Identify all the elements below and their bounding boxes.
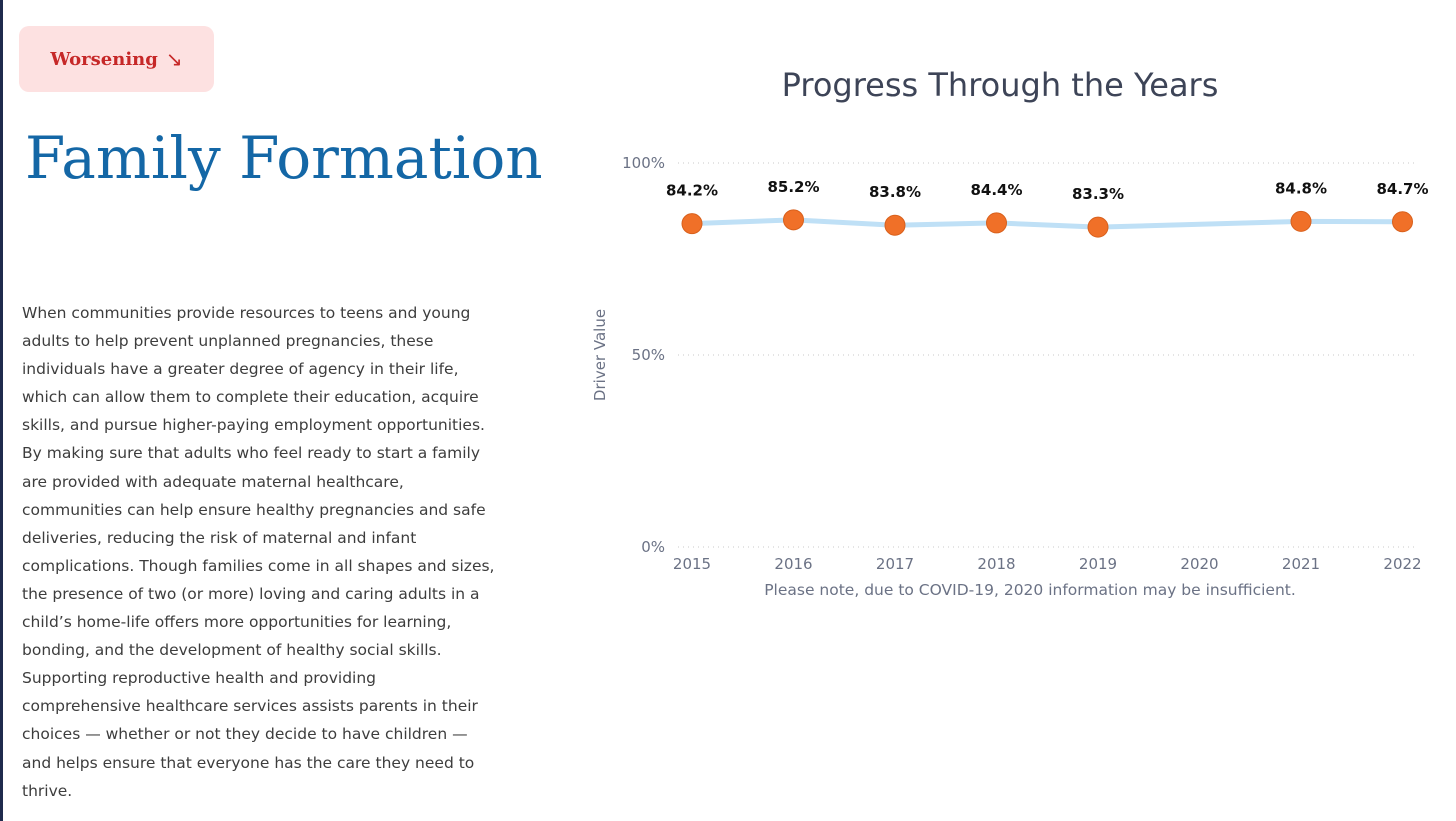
y-tick-label: 0% (641, 538, 665, 556)
x-tick-label: 2022 (1383, 555, 1421, 573)
data-label: 85.2% (767, 178, 819, 196)
x-tick-label: 2016 (774, 555, 812, 573)
data-point (681, 213, 703, 235)
page-title: Family Formation (25, 124, 543, 192)
trend-badge-label: Worsening (50, 48, 158, 70)
data-label: 83.3% (1072, 185, 1124, 203)
data-point (884, 214, 906, 236)
data-label: 84.7% (1376, 180, 1428, 198)
data-point (986, 212, 1007, 234)
chart-title: Progress Through the Years (781, 66, 1219, 104)
trend-badge: Worsening ↘ (19, 26, 214, 92)
data-label: 84.8% (1275, 179, 1327, 197)
data-point (1087, 216, 1109, 238)
y-axis-label: Driver Value (591, 309, 609, 401)
trend-down-arrow-icon: ↘ (165, 47, 183, 71)
y-tick-label: 100% (622, 154, 665, 172)
data-point (783, 209, 804, 231)
x-tick-label: 2015 (673, 555, 711, 573)
x-tick-label: 2017 (876, 555, 914, 573)
data-point (1290, 210, 1312, 232)
chart-note: Please note, due to COVID-19, 2020 infor… (764, 581, 1296, 599)
data-label: 83.8% (869, 183, 921, 201)
data-label: 84.4% (970, 181, 1022, 199)
x-tick-label: 2020 (1180, 555, 1218, 573)
x-tick-label: 2018 (977, 555, 1015, 573)
data-point (1392, 211, 1413, 233)
left-edge-rule (0, 0, 3, 821)
data-label: 84.2% (666, 182, 718, 200)
description-text: When communities provide resources to te… (22, 304, 495, 800)
x-tick-label: 2019 (1079, 555, 1117, 573)
x-tick-label: 2021 (1282, 555, 1320, 573)
y-tick-label: 50% (632, 346, 665, 364)
